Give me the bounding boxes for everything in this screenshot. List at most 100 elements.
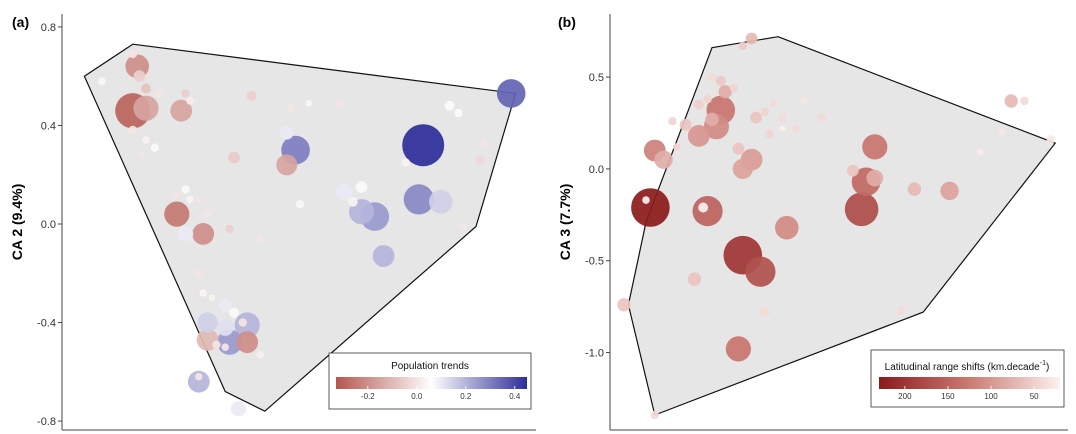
data-point xyxy=(654,150,673,169)
data-point xyxy=(238,318,247,327)
data-point xyxy=(128,125,138,135)
data-point xyxy=(195,269,203,278)
data-point xyxy=(429,190,453,214)
y-tick-label: -0.8 xyxy=(37,416,56,428)
data-point xyxy=(998,128,1007,136)
y-tick-label: 0.4 xyxy=(41,120,56,132)
data-point xyxy=(142,136,150,144)
data-point xyxy=(732,158,753,179)
data-point xyxy=(687,272,702,286)
data-point xyxy=(229,307,239,318)
data-point xyxy=(458,222,467,231)
data-point xyxy=(402,124,445,167)
data-point xyxy=(287,104,296,112)
data-point xyxy=(150,143,159,152)
data-point xyxy=(703,94,712,104)
data-point xyxy=(444,100,455,111)
data-point xyxy=(230,401,246,417)
data-point xyxy=(203,210,212,218)
legend-tick-label: 200 xyxy=(898,392,912,401)
data-point xyxy=(496,79,526,108)
y-tick-label: 0.0 xyxy=(589,164,604,176)
data-point xyxy=(195,196,203,203)
legend-tick-label: 50 xyxy=(1030,392,1039,401)
data-point xyxy=(693,99,704,110)
data-point xyxy=(844,192,879,227)
data-point xyxy=(738,41,747,51)
points-a xyxy=(98,49,526,417)
legend-tick-label: 100 xyxy=(984,392,998,401)
data-point xyxy=(195,372,203,381)
data-point xyxy=(778,113,787,122)
data-point xyxy=(218,298,232,312)
data-point xyxy=(745,32,758,45)
y-axis-label-b: CA 3 (7.7%) xyxy=(557,184,573,261)
data-point xyxy=(133,70,146,83)
data-point xyxy=(765,129,774,139)
data-point xyxy=(133,95,159,121)
data-point xyxy=(481,138,489,147)
legend-ticks-a: -0.2 0.0 0.2 0.4 xyxy=(361,386,521,401)
data-point xyxy=(197,312,218,333)
data-point xyxy=(246,90,257,101)
data-point xyxy=(791,124,800,133)
data-point xyxy=(707,72,717,82)
legend-tick-label: 0.0 xyxy=(411,392,423,401)
data-point xyxy=(128,49,137,59)
legend-ticks-b: 200 150 100 50 xyxy=(898,386,1039,401)
data-point xyxy=(403,184,434,215)
data-point xyxy=(138,151,146,159)
legend-title-b-suffix: ) xyxy=(1046,362,1049,373)
data-point xyxy=(650,410,659,420)
data-point xyxy=(335,183,353,201)
legend-b: Latitudinal range shifts (km.decade-1) 2… xyxy=(870,349,1065,408)
data-point xyxy=(779,125,786,132)
data-point xyxy=(759,307,770,318)
data-point xyxy=(181,185,190,194)
data-point xyxy=(617,298,631,312)
legend-tick-label: -0.2 xyxy=(361,392,375,401)
legend-title-b-sup: -1 xyxy=(1040,360,1046,367)
data-point xyxy=(199,289,207,297)
data-point xyxy=(155,89,164,98)
data-point xyxy=(817,113,827,122)
data-point xyxy=(192,223,215,245)
data-point xyxy=(216,319,234,336)
data-point xyxy=(347,196,358,207)
y-axis-a: 0.8 0.4 0.0 -0.4 -0.8 xyxy=(37,14,63,430)
y-tick-label: -1.0 xyxy=(585,348,604,360)
data-point xyxy=(745,256,776,287)
data-point xyxy=(897,306,906,315)
data-point xyxy=(760,107,769,117)
data-point xyxy=(280,126,294,140)
legend-tick-label: 0.2 xyxy=(460,392,472,401)
data-point xyxy=(668,117,677,126)
panel-label-a: (a) xyxy=(12,14,29,30)
data-point xyxy=(208,294,216,302)
y-axis-label-a: CA 2 (9.4%) xyxy=(9,184,25,261)
data-point xyxy=(729,83,739,93)
legend-title-b: Latitudinal range shifts (km.decade-1) xyxy=(885,360,1050,373)
data-point xyxy=(846,164,859,177)
data-point xyxy=(907,182,922,196)
data-point xyxy=(454,108,463,118)
data-point xyxy=(698,202,709,213)
data-point xyxy=(775,215,799,240)
y-tick-label: 0.0 xyxy=(41,219,56,231)
data-point xyxy=(673,143,681,151)
data-point xyxy=(256,350,265,359)
y-tick-label: -0.5 xyxy=(585,256,604,268)
y-tick-label: 0.8 xyxy=(41,22,56,34)
data-point xyxy=(866,169,884,187)
data-point xyxy=(234,312,260,338)
legend-a: Population trends -0.2 0.0 0.2 0.4 xyxy=(328,352,532,410)
y-axis-b: 0.5 0.0 -0.5 -1.0 xyxy=(585,14,611,430)
data-point xyxy=(228,151,240,164)
data-point xyxy=(178,226,194,242)
legend-colorbar-a xyxy=(336,377,527,389)
data-point xyxy=(221,343,229,352)
convex-hull-b xyxy=(627,36,1057,416)
data-point xyxy=(705,112,719,127)
data-point xyxy=(98,77,106,85)
